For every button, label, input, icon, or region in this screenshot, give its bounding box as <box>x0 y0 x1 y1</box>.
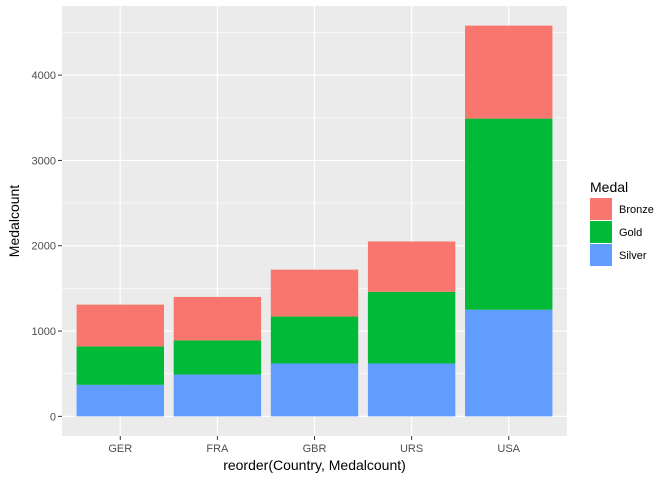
bar-fra-gold <box>173 340 262 375</box>
legend-label-gold: Gold <box>619 227 642 239</box>
x-axis-title: reorder(Country, Medalcount) <box>223 457 406 473</box>
x-axis: GER FRA GBR URS USA <box>108 436 521 455</box>
x-tick-label: FRA <box>206 443 229 455</box>
bar-usa-gold <box>465 118 553 310</box>
bar-usa-silver <box>465 309 553 417</box>
bar-urs-silver <box>367 363 456 417</box>
x-tick-label: URS <box>400 443 423 455</box>
legend: Medal Bronze Gold Silver <box>590 179 654 266</box>
y-tick-label: 0 <box>50 411 56 423</box>
bar-urs-gold <box>367 291 456 364</box>
bars <box>76 25 553 417</box>
bar-urs-bronze <box>367 241 456 292</box>
x-tick-label: GBR <box>303 443 327 455</box>
bar-gbr-gold <box>270 316 359 364</box>
bar-gbr-silver <box>270 363 359 417</box>
legend-label-bronze: Bronze <box>619 204 654 216</box>
legend-title: Medal <box>590 179 628 195</box>
legend-label-silver: Silver <box>619 250 647 262</box>
bar-fra-bronze <box>173 296 262 341</box>
x-tick-label: USA <box>497 443 520 455</box>
bar-ger-gold <box>76 346 164 385</box>
y-tick-label: 1000 <box>32 326 56 338</box>
legend-key-gold <box>590 221 612 243</box>
bar-usa-bronze <box>465 25 553 119</box>
y-tick-label: 4000 <box>32 70 56 82</box>
bar-fra-silver <box>173 374 262 417</box>
legend-key-silver <box>590 244 612 266</box>
y-axis-title: Medalcount <box>6 185 22 257</box>
bar-ger-bronze <box>76 304 164 347</box>
bar-gbr-bronze <box>270 269 359 317</box>
legend-key-bronze <box>590 198 612 220</box>
y-tick-label: 2000 <box>32 241 56 253</box>
y-axis: 0 1000 2000 3000 4000 <box>32 70 62 423</box>
x-tick-label: GER <box>108 443 132 455</box>
bar-ger-silver <box>76 384 164 417</box>
y-tick-label: 3000 <box>32 155 56 167</box>
